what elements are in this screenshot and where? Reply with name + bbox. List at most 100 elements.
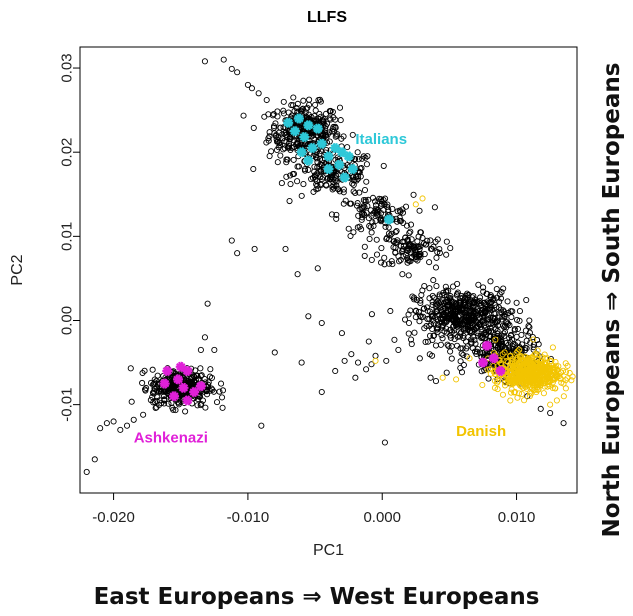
- data-point: [357, 173, 364, 180]
- data-point: [492, 320, 499, 327]
- data-point: [457, 358, 464, 365]
- data-point: [328, 211, 335, 218]
- data-point: [436, 249, 443, 256]
- data-point: [525, 360, 532, 367]
- data-point: [217, 380, 225, 387]
- data-point: [455, 317, 462, 324]
- data-point: [288, 102, 295, 109]
- data-point-star: [303, 120, 314, 131]
- data-point: [474, 330, 481, 337]
- data-point: [372, 209, 379, 216]
- chart-title: LLFS: [307, 9, 347, 26]
- data-point: [174, 399, 181, 406]
- data-point: [363, 178, 370, 185]
- data-point: [481, 329, 488, 336]
- data-point-star: [189, 386, 200, 398]
- data-point: [399, 209, 407, 216]
- data-point: [206, 373, 213, 380]
- data-point: [381, 261, 388, 268]
- data-point-star: [347, 163, 358, 175]
- data-point: [277, 152, 284, 159]
- data-point-star: [182, 395, 193, 406]
- data-point: [228, 65, 235, 72]
- annotation-danish: Danish: [456, 423, 506, 440]
- data-point: [193, 372, 200, 379]
- data-point: [288, 144, 295, 151]
- data-point: [424, 304, 431, 311]
- data-point: [487, 293, 494, 300]
- data-point: [204, 300, 211, 307]
- data-point: [361, 243, 368, 250]
- data-point: [273, 131, 280, 138]
- data-point: [213, 399, 221, 406]
- data-point: [442, 299, 449, 306]
- data-point: [382, 195, 389, 202]
- data-point: [305, 166, 312, 173]
- data-point: [434, 298, 441, 305]
- data-point-star: [312, 123, 323, 134]
- data-point: [472, 340, 479, 347]
- data-point: [502, 311, 509, 318]
- data-point: [406, 229, 413, 237]
- data-point: [500, 285, 507, 292]
- data-point: [503, 340, 510, 347]
- data-point-star: [339, 172, 350, 183]
- data-point: [287, 180, 294, 188]
- data-point: [441, 305, 449, 312]
- y-tick-label: 0.01: [59, 222, 76, 251]
- data-point: [434, 328, 441, 335]
- data-point-star: [477, 357, 488, 368]
- data-point: [305, 101, 313, 108]
- data-point: [228, 237, 235, 244]
- data-point: [546, 366, 553, 373]
- data-point: [477, 300, 484, 307]
- data-point: [429, 352, 436, 359]
- data-point: [317, 168, 325, 175]
- data-point: [127, 365, 134, 372]
- data-point: [368, 212, 375, 219]
- data-point: [447, 306, 454, 313]
- data-point: [496, 298, 503, 305]
- data-point: [482, 329, 489, 336]
- data-point: [361, 187, 369, 194]
- data-point: [413, 296, 421, 304]
- data-point: [378, 200, 385, 207]
- data-point: [498, 316, 505, 323]
- data-point: [484, 312, 491, 319]
- data-point: [306, 96, 313, 103]
- data-points: [83, 56, 576, 476]
- data-point: [368, 311, 375, 318]
- data-point: [431, 294, 438, 301]
- data-point: [312, 101, 319, 108]
- data-point: [128, 398, 135, 405]
- data-point-star: [178, 382, 189, 393]
- data-point: [437, 319, 444, 326]
- data-point: [569, 373, 576, 380]
- data-point: [424, 237, 431, 244]
- data-point: [498, 339, 506, 346]
- data-point: [266, 153, 273, 160]
- data-point: [418, 291, 425, 299]
- data-point: [169, 382, 176, 389]
- data-point: [340, 186, 347, 193]
- data-point: [414, 238, 421, 245]
- data-point: [280, 110, 287, 117]
- data-point: [513, 333, 520, 340]
- data-point: [552, 372, 559, 379]
- data-point: [294, 271, 301, 278]
- data-point: [352, 189, 359, 197]
- data-point: [498, 332, 505, 339]
- data-point-star: [283, 117, 294, 128]
- data-point: [312, 154, 319, 161]
- data-point: [396, 214, 403, 221]
- data-point: [447, 334, 454, 341]
- data-point: [459, 316, 466, 323]
- data-point: [408, 236, 415, 243]
- data-point: [460, 351, 467, 359]
- data-point: [353, 202, 361, 209]
- data-point: [454, 280, 461, 287]
- data-point: [540, 378, 547, 385]
- data-point: [545, 378, 552, 385]
- data-point: [294, 163, 301, 170]
- x-axis: -0.020 -0.010 0.000 0.010: [92, 493, 535, 526]
